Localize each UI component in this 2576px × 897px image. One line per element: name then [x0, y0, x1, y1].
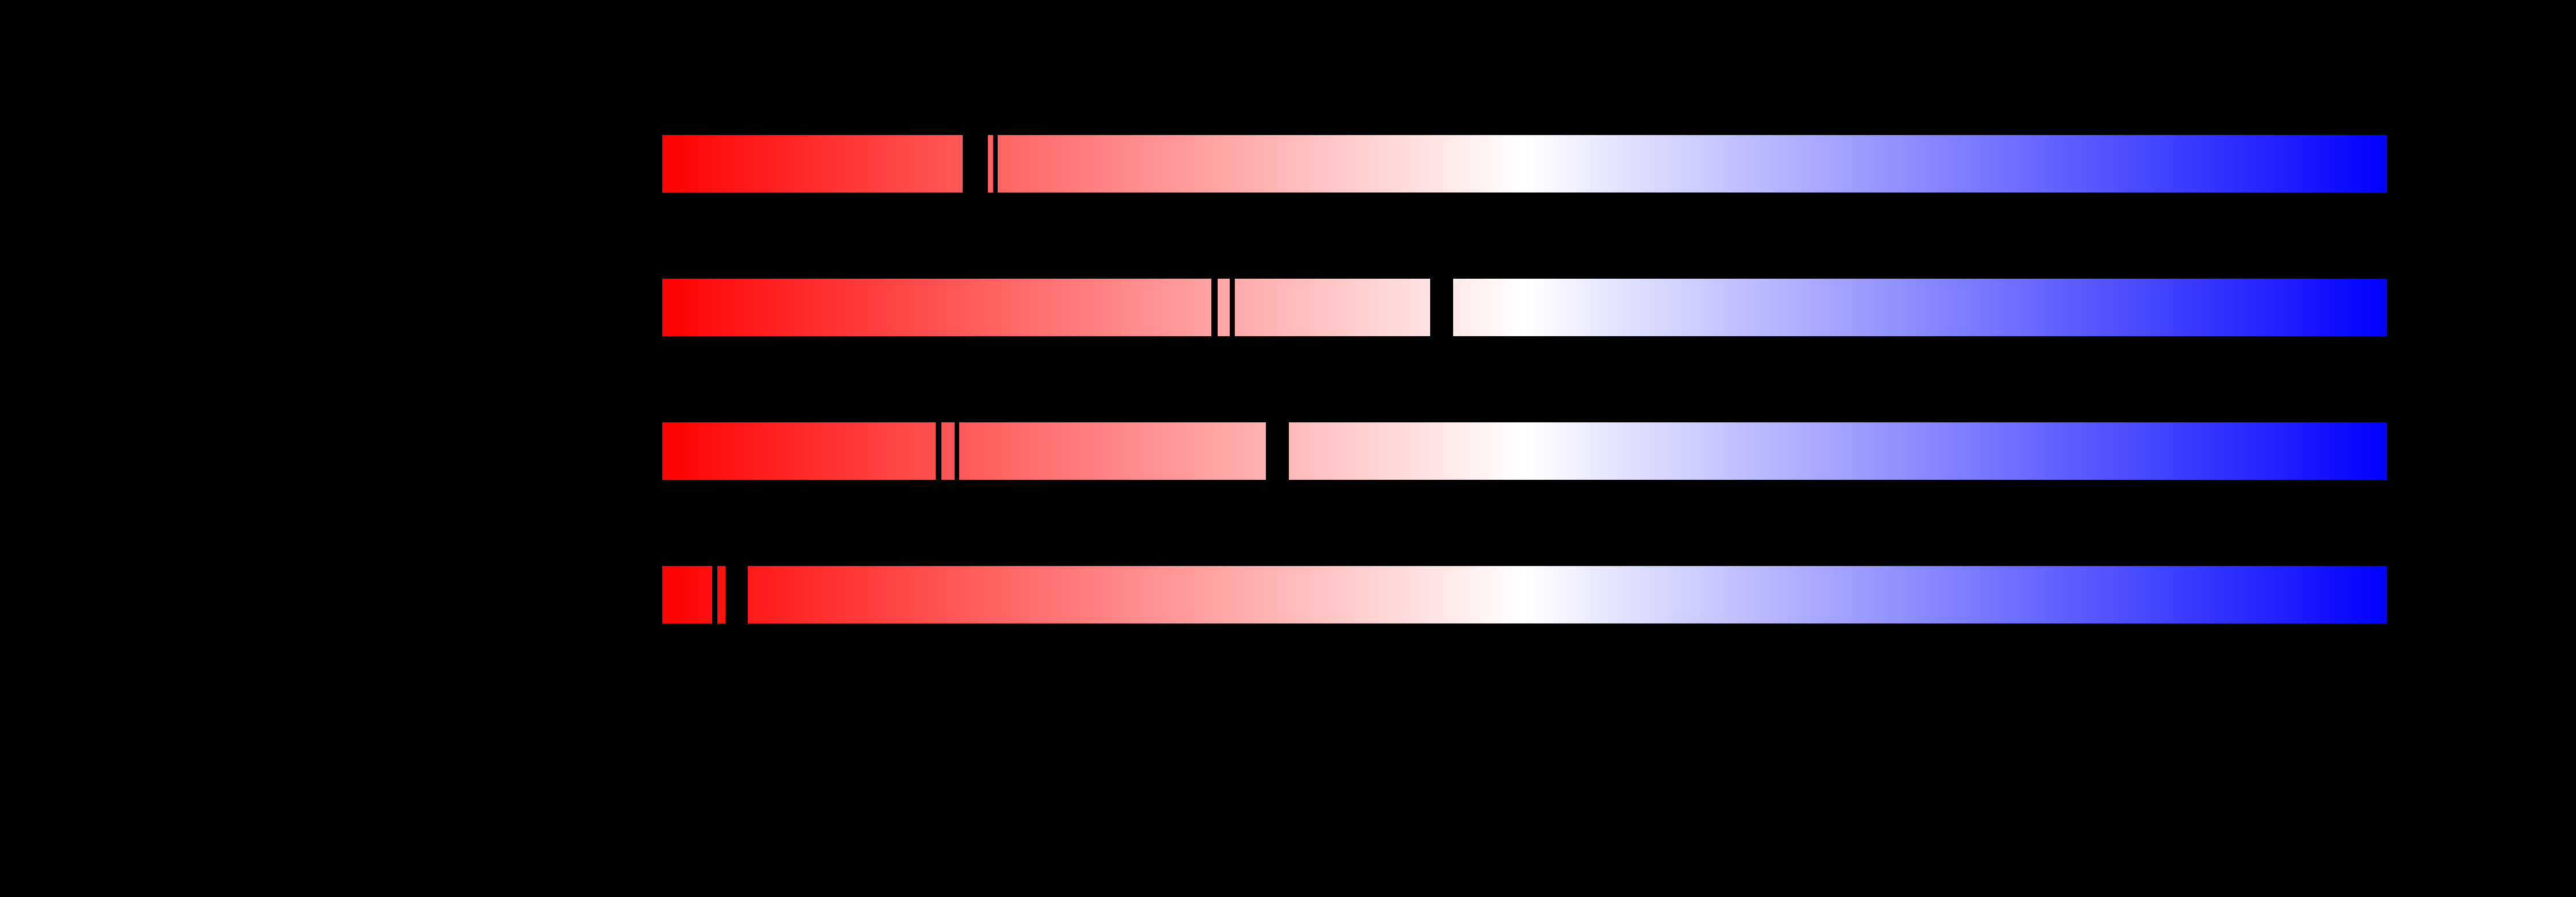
- gradient-bar-row-4: [662, 566, 2387, 623]
- gradient-bar-row-1: [662, 135, 2387, 193]
- marker-gap-icon: [725, 566, 748, 623]
- marker-line-icon: [955, 422, 959, 480]
- marker-gap-icon: [1430, 279, 1453, 336]
- marker-line-icon: [993, 135, 998, 193]
- gradient-bar-row-2: [662, 279, 2387, 336]
- gradient-bar-row-3: [662, 422, 2387, 480]
- marker-line-icon: [1230, 279, 1235, 336]
- marker-line-icon: [712, 566, 717, 623]
- marker-gap-icon: [963, 135, 988, 193]
- marker-line-icon: [1211, 279, 1218, 336]
- marker-line-icon: [936, 422, 941, 480]
- marker-gap-icon: [1266, 422, 1289, 480]
